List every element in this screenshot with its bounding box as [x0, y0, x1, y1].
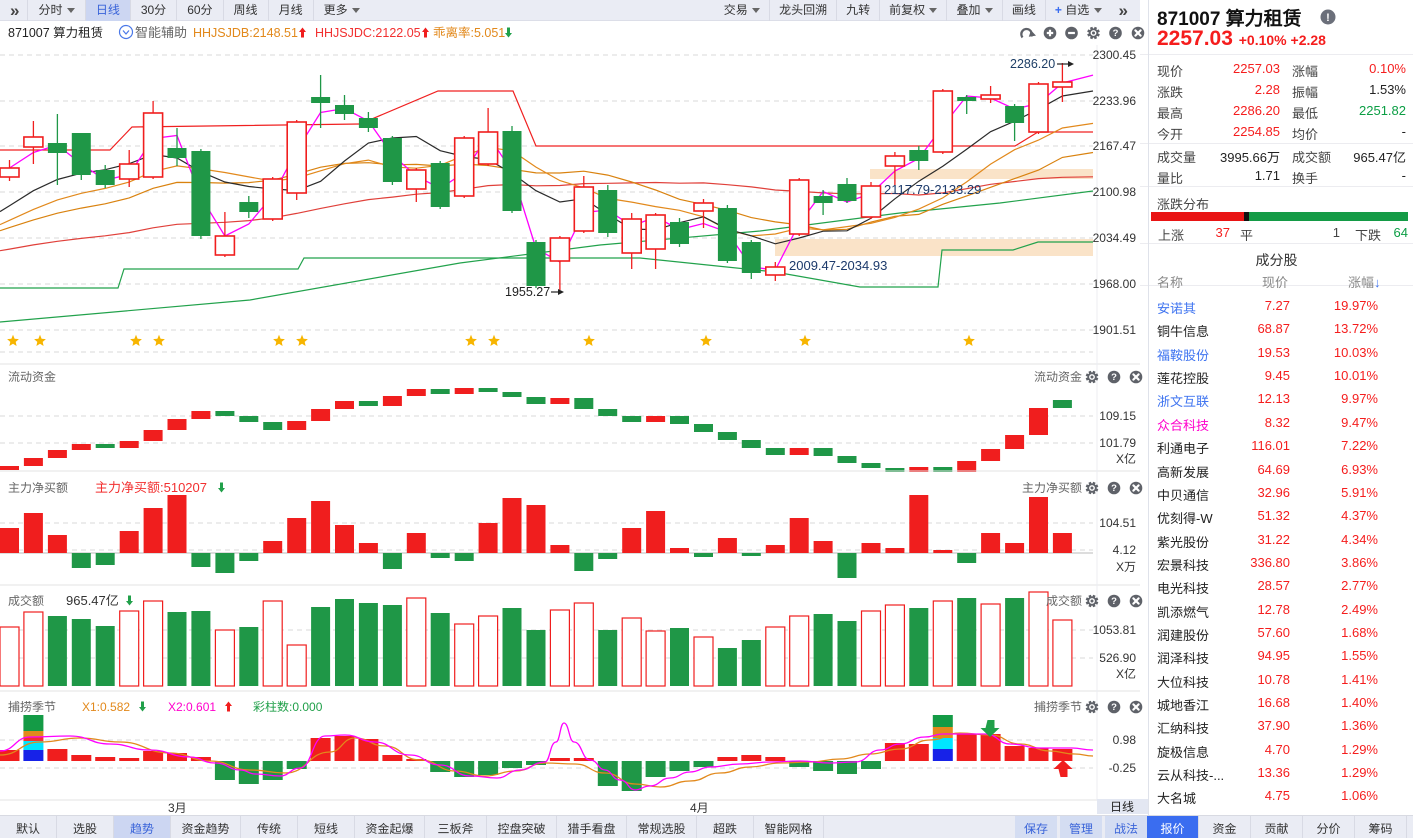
svg-text:2167.47: 2167.47: [1093, 139, 1137, 153]
svg-text:HHJSJDB:2148.51: HHJSJDB:2148.51: [193, 26, 298, 40]
svg-text:X亿: X亿: [1116, 452, 1136, 466]
svg-text:X万: X万: [1116, 560, 1136, 574]
svg-text:3月: 3月: [168, 801, 187, 815]
svg-text:?: ?: [1111, 596, 1117, 607]
svg-text:?: ?: [1111, 702, 1117, 713]
svg-text:-0.25: -0.25: [1109, 761, 1137, 775]
svg-text:1968.00: 1968.00: [1093, 277, 1137, 291]
svg-text:2117.79-2133.29: 2117.79-2133.29: [884, 182, 981, 197]
svg-text:成交额: 成交额: [8, 594, 44, 608]
svg-text:2300.45: 2300.45: [1093, 48, 1137, 62]
svg-text:1955.27: 1955.27: [505, 285, 550, 299]
svg-text:主力净买额:510207: 主力净买额:510207: [95, 480, 207, 495]
svg-text:109.15: 109.15: [1099, 409, 1136, 423]
svg-text:4.12: 4.12: [1113, 543, 1137, 557]
svg-text:2233.96: 2233.96: [1093, 94, 1137, 108]
svg-text:965.47亿: 965.47亿: [66, 593, 119, 608]
svg-text:X1:0.582: X1:0.582: [82, 700, 130, 714]
svg-text:日线: 日线: [1110, 800, 1134, 814]
svg-text:104.51: 104.51: [1099, 516, 1136, 530]
svg-text:捕捞季节: 捕捞季节: [1034, 700, 1082, 714]
svg-text:?: ?: [1113, 28, 1119, 39]
svg-text:X2:0.601: X2:0.601: [168, 700, 216, 714]
svg-text:101.79: 101.79: [1099, 436, 1136, 450]
svg-text:?: ?: [1111, 483, 1117, 494]
svg-text:HHJSJDC:2122.05: HHJSJDC:2122.05: [315, 26, 421, 40]
svg-text:主力净买额: 主力净买额: [1022, 481, 1082, 495]
svg-text:流动资金: 流动资金: [8, 370, 56, 384]
svg-text:871007 算力租赁: 871007 算力租赁: [8, 26, 103, 40]
svg-text:2009.47-2034.93: 2009.47-2034.93: [789, 258, 887, 273]
svg-text:?: ?: [1111, 372, 1117, 383]
svg-text:乖离率:5.051: 乖离率:5.051: [433, 26, 505, 40]
svg-text:流动资金: 流动资金: [1034, 370, 1082, 384]
svg-text:捕捞季节: 捕捞季节: [8, 700, 56, 714]
svg-text:!: !: [1326, 12, 1330, 24]
svg-text:彩柱数:0.000: 彩柱数:0.000: [253, 700, 323, 714]
svg-text:1053.81: 1053.81: [1093, 623, 1137, 637]
svg-text:主力净买额: 主力净买额: [8, 481, 68, 495]
svg-text:2034.49: 2034.49: [1093, 231, 1137, 245]
svg-text:2286.20: 2286.20: [1010, 57, 1055, 71]
svg-text:4月: 4月: [690, 801, 709, 815]
svg-text:0.98: 0.98: [1113, 733, 1137, 747]
svg-text:成交额: 成交额: [1046, 594, 1082, 608]
svg-text:526.90: 526.90: [1099, 651, 1136, 665]
svg-text:X亿: X亿: [1116, 667, 1136, 681]
svg-text:1901.51: 1901.51: [1093, 323, 1137, 337]
svg-text:智能辅助: 智能辅助: [135, 25, 187, 40]
svg-text:2100.98: 2100.98: [1093, 185, 1137, 199]
